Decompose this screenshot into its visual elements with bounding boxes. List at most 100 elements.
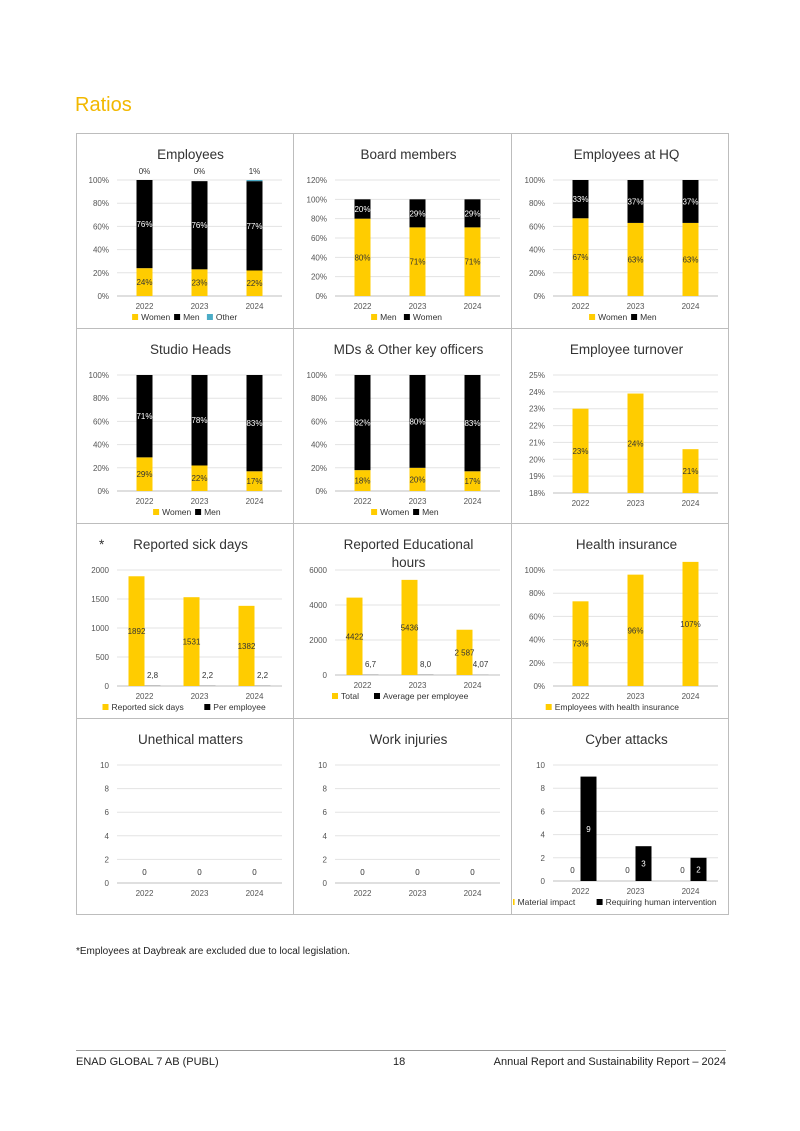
legend-swatch xyxy=(204,704,211,710)
y-tick-label: 0% xyxy=(97,487,109,496)
bar xyxy=(191,269,208,296)
bar xyxy=(682,561,699,686)
legend-label: Employees with health insurance xyxy=(555,702,680,712)
chart-svg: Reported Educational hours 0 2000 4000 6000 20… xyxy=(309,537,500,701)
bar xyxy=(346,597,363,675)
y-tick-label: 20% xyxy=(311,464,327,473)
chart-mds-other-key-officers: MDs & Other key officers 0% 20% 40% 60% 80% 10… xyxy=(295,329,512,524)
legend-swatch xyxy=(195,509,202,515)
data-label: 37% xyxy=(682,197,698,206)
bar xyxy=(627,574,644,686)
chart-svg: Health insurance 0% 20% 40% 60% 80% 100% 2022 20… xyxy=(525,537,718,712)
y-tick-label: 80% xyxy=(93,199,109,208)
chart-svg: Reported sick days * 0 500 1000 1500 2000 2022 2… xyxy=(91,537,282,712)
chart-title: Board members xyxy=(360,147,456,162)
x-tick-label: 2022 xyxy=(136,692,154,701)
x-tick-label: 2024 xyxy=(682,692,700,701)
legend-label: Requiring human intervention xyxy=(606,897,717,907)
bar xyxy=(354,470,371,491)
chart-svg: Cyber attacks 0 2 4 6 8 10 2022 2023 2024 0 9 0 3 0 2 Ma… xyxy=(513,732,718,907)
page-title: Ratios xyxy=(75,94,132,116)
legend-swatch xyxy=(403,314,410,320)
bar xyxy=(246,181,263,271)
chart-employee-turnover: Employee turnover 18% 19% 20% 21% 22% 23% 24% 25… xyxy=(513,329,730,524)
chart-title: Work injuries xyxy=(370,732,448,747)
y-tick-label: 40% xyxy=(93,246,109,255)
bar xyxy=(354,375,371,471)
y-tick-label: 60% xyxy=(311,234,327,243)
data-label: 18% xyxy=(354,477,370,486)
bar xyxy=(635,846,652,881)
y-tick-label: 0 xyxy=(323,879,328,888)
bar xyxy=(409,199,426,228)
legend-swatch xyxy=(371,314,378,320)
data-label: 107% xyxy=(680,620,700,629)
y-tick-label: 10 xyxy=(100,761,109,770)
chart-title-line: MDs & Other key officers xyxy=(334,342,484,357)
chart-title-line: Unethical matters xyxy=(138,732,243,747)
chart-title: MDs & Other key officers xyxy=(334,342,484,357)
bar xyxy=(246,471,263,491)
data-label: 3 xyxy=(641,860,646,869)
y-tick-label: 20% xyxy=(93,464,109,473)
data-label: 17% xyxy=(464,477,480,486)
data-label: 22% xyxy=(246,279,262,288)
data-label: 0 xyxy=(252,868,257,877)
y-tick-label: 60% xyxy=(93,417,109,426)
data-label: 83% xyxy=(464,419,480,428)
footer-company: ENAD GLOBAL 7 AB (PUBL) xyxy=(76,1056,219,1068)
data-label: 80% xyxy=(354,253,370,262)
chart-employees-at-hq: Employees at HQ 0% 20% 40% 60% 80% 100% 2022 202… xyxy=(513,134,730,329)
bar xyxy=(191,181,208,270)
y-tick-label: 100% xyxy=(89,371,109,380)
y-tick-label: 4 xyxy=(541,831,546,840)
legend-label: Men xyxy=(422,507,439,517)
chart-title: Unethical matters xyxy=(138,732,243,747)
y-tick-label: 0% xyxy=(533,682,545,691)
y-tick-label: 60% xyxy=(93,222,109,231)
bar xyxy=(627,393,644,493)
y-tick-label: 20% xyxy=(529,455,545,464)
data-label: 1382 xyxy=(238,642,256,651)
y-tick-label: 4000 xyxy=(309,601,327,610)
bar xyxy=(246,180,263,182)
y-tick-label: 0% xyxy=(315,487,327,496)
data-label: 0 xyxy=(360,868,365,877)
chart-employees: Employees 0% 20% 40% 60% 80% 100% 2022 2023 2024 2… xyxy=(77,134,294,329)
legend-swatch xyxy=(596,899,603,905)
data-label: 0 xyxy=(415,868,420,877)
chart-title: Reported Educational hours xyxy=(344,537,474,570)
y-tick-label: 80% xyxy=(529,199,545,208)
x-tick-label: 2023 xyxy=(627,499,645,508)
data-label: 0 xyxy=(570,866,575,875)
y-tick-label: 1000 xyxy=(91,624,109,633)
x-tick-label: 2024 xyxy=(246,497,264,506)
grid-divider xyxy=(77,523,728,524)
y-tick-label: 80% xyxy=(311,394,327,403)
x-tick-label: 2022 xyxy=(572,692,590,701)
chart-title: Studio Heads xyxy=(150,342,231,357)
chart-unethical-matters: Unethical matters 0 2 4 6 8 10 2022 2023 2024 0 0 0 xyxy=(77,719,294,914)
legend-swatch xyxy=(545,704,552,710)
bar xyxy=(409,375,426,468)
chart-title-line: Cyber attacks xyxy=(585,732,668,747)
data-label: 21% xyxy=(682,467,698,476)
legend-swatch xyxy=(371,509,378,515)
chart-svg: Employees 0% 20% 40% 60% 80% 100% 2022 2023 2024 2… xyxy=(89,147,282,322)
chart-title-line: Reported Educational xyxy=(344,537,474,552)
y-tick-label: 10 xyxy=(536,761,545,770)
y-tick-label: 0 xyxy=(105,682,110,691)
y-tick-label: 23% xyxy=(529,405,545,414)
data-label: 29% xyxy=(136,470,152,479)
y-tick-label: 6 xyxy=(105,808,110,817)
chart-title-line: Employees at HQ xyxy=(574,147,680,162)
chart-reported-educational-hours: Reported Educational hours 0 2000 4000 6000 20… xyxy=(295,524,512,719)
y-tick-label: 24% xyxy=(529,388,545,397)
data-label: 29% xyxy=(464,209,480,218)
legend-swatch xyxy=(132,314,139,320)
y-tick-label: 60% xyxy=(529,612,545,621)
data-label: 77% xyxy=(246,222,262,231)
chart-health-insurance: Health insurance 0% 20% 40% 60% 80% 100% 2022 20… xyxy=(513,524,730,719)
chart-svg: MDs & Other key officers 0% 20% 40% 60% 80% 10… xyxy=(307,342,500,517)
data-label: 2,8 xyxy=(147,671,159,680)
